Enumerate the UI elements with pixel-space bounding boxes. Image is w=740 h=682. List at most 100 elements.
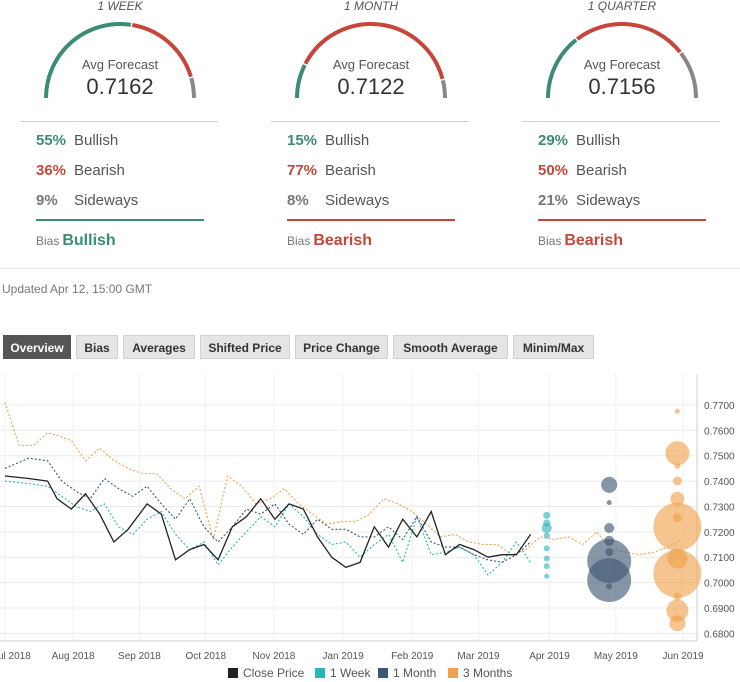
bullish-row: 29% Bullish [538, 132, 620, 149]
sentiment-gauge [546, 22, 698, 99]
avg-forecast-value: 0.7156 [588, 74, 656, 99]
bias: Bias Bearish [287, 232, 372, 250]
sideways-pct: 21% [538, 192, 569, 209]
sideways-row: 9% Sideways [36, 192, 138, 209]
forecast-chart: 0.7700 0.7600 0.7500 0.7400 0.7300 0.7200 0.71… [0, 374, 735, 662]
forecast-bubble-quarter [669, 615, 686, 632]
bearish-pct: 36% [36, 162, 67, 179]
period-label: 1 MONTH [344, 0, 398, 13]
bias-label: Bias [538, 234, 562, 248]
sentiment-gauge [44, 22, 196, 99]
gauge-segment-bearish [576, 22, 682, 54]
bullish-pct: 29% [538, 132, 569, 149]
y-tick-label: 0.6800 [704, 629, 735, 640]
forecast-bubble-quarter [674, 462, 681, 469]
bias-bar [287, 219, 455, 221]
forecast-bubble-week [541, 523, 552, 534]
forecast-bubble-week [543, 555, 550, 562]
bias-bar [36, 219, 204, 221]
x-tick-label: Aug 2018 [52, 651, 95, 662]
forecast-bubble-month [606, 583, 613, 590]
bullish-pct: 15% [287, 132, 318, 149]
series-line-quarter [4, 402, 683, 556]
avg-forecast-label: Avg Forecast [583, 57, 661, 72]
forecast-bubble-quarter [670, 491, 685, 506]
x-tick-label: Jun 2019 [662, 651, 704, 662]
bias-label: Bias [287, 234, 311, 248]
y-tick-label: 0.6900 [704, 604, 735, 615]
tab-minim-max[interactable]: Minim/Max [513, 335, 594, 359]
bias-value: Bearish [564, 232, 624, 249]
forecast-bubble-month [604, 523, 615, 534]
sideways-row: 8% Sideways [287, 192, 389, 209]
sideways-pct: 8% [287, 192, 309, 209]
y-tick-label: 0.7600 [704, 426, 735, 437]
bullish-pct: 55% [36, 132, 67, 149]
sentiment-gauge [295, 22, 447, 99]
forecast-bubble-quarter [653, 502, 702, 551]
x-tick-label: Apr 2019 [529, 651, 570, 662]
bullish-label: Bullish [576, 132, 621, 149]
tab-overview[interactable]: Overview [3, 335, 71, 359]
gauge-segment-bullish [546, 38, 578, 99]
bullish-label: Bullish [74, 132, 119, 149]
x-tick-label: Oct 2018 [185, 651, 226, 662]
bearish-label: Bearish [325, 162, 376, 179]
y-tick-label: 0.7200 [704, 528, 735, 539]
bias-bar [538, 219, 706, 221]
series-line-month [4, 457, 531, 563]
forecast-bubble-quarter [672, 476, 682, 486]
legend-swatch [448, 668, 458, 678]
bias-value: Bullish [62, 232, 116, 249]
legend-1-week[interactable]: 1 Week [315, 666, 370, 680]
legend-1-month[interactable]: 1 Month [378, 666, 436, 680]
gauge-segment-sideways [440, 79, 447, 99]
legend-close-price[interactable]: Close Price [228, 666, 304, 680]
bias-label: Bias [36, 234, 60, 248]
forecast-bubble-month [601, 476, 618, 493]
y-tick-label: 0.7500 [704, 452, 735, 463]
y-tick-label: 0.7300 [704, 502, 735, 513]
period-label: 1 WEEK [97, 0, 143, 13]
legend-3-months[interactable]: 3 Months [448, 666, 512, 680]
avg-forecast-label: Avg Forecast [81, 57, 159, 72]
x-tick-label: Sep 2018 [118, 651, 161, 662]
divider [522, 121, 720, 122]
legend-swatch [315, 668, 325, 678]
gauge-segment-sideways [189, 77, 196, 99]
forecast-bubble-week [543, 563, 550, 570]
y-tick-label: 0.7400 [704, 477, 735, 488]
forecast-bubble-quarter [673, 592, 682, 601]
period-label: 1 QUARTER [587, 0, 657, 13]
tab-shifted-price[interactable]: Shifted Price [200, 335, 290, 359]
bullish-row: 55% Bullish [36, 132, 118, 149]
avg-forecast-label: Avg Forecast [332, 57, 410, 72]
tab-price-change[interactable]: Price Change [295, 335, 388, 359]
gauge-segment-bullish [295, 64, 307, 99]
tab-bias[interactable]: Bias [76, 335, 118, 359]
y-tick-label: 0.7000 [704, 579, 735, 590]
x-tick-label: Jan 2019 [323, 651, 365, 662]
bias: Bias Bearish [538, 232, 623, 250]
updated-timestamp: Updated Apr 12, 15:00 GMT [2, 282, 153, 296]
forecast-bubble-week [543, 532, 550, 539]
bias: Bias Bullish [36, 232, 116, 250]
bearish-row: 77% Bearish [287, 162, 376, 179]
series-line-week [4, 480, 532, 576]
legend-label: Close Price [243, 666, 305, 680]
forecast-bubble-week [544, 573, 550, 579]
legend-label: 3 Months [463, 666, 513, 680]
gauge-segment-sideways [679, 52, 698, 99]
tab-averages[interactable]: Averages [123, 335, 195, 359]
bearish-label: Bearish [576, 162, 627, 179]
bullish-label: Bullish [325, 132, 370, 149]
tab-smooth-average[interactable]: Smooth Average [393, 335, 508, 359]
forecast-bubble-quarter [674, 408, 680, 414]
forecast-card-month: 1 MONTH Avg Forecast 0.7122 15% Bullish 7… [271, 0, 471, 262]
sideways-pct: 9% [36, 192, 58, 209]
bearish-pct: 77% [287, 162, 318, 179]
legend-swatch [228, 668, 238, 678]
forecast-bubble-quarter [653, 549, 702, 598]
avg-forecast-value: 0.7162 [86, 74, 154, 99]
gauge-segment-bearish [131, 23, 193, 78]
